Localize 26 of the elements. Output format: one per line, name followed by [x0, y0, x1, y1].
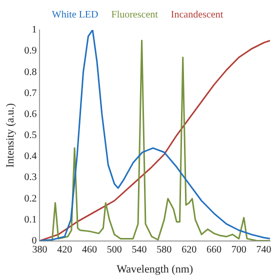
x-tick-label: 420 — [57, 244, 72, 256]
y-tick-label: 1 — [32, 24, 37, 36]
x-tick-label: 740 — [256, 244, 272, 256]
y-tick-label: 0.1 — [24, 214, 37, 226]
y-tick-label: 0.3 — [24, 172, 37, 184]
y-tick-label: 0.9 — [24, 46, 37, 57]
text: Incandescent — [170, 10, 224, 21]
x-tick-label: 620 — [182, 244, 197, 256]
x-tick-label: 580 — [156, 244, 172, 256]
x-tick-label: 380 — [32, 244, 48, 256]
y-tick-label: 0 — [32, 235, 37, 246]
y-tick-label: 0.4 — [24, 151, 37, 162]
y-tick-label: 0.6 — [24, 108, 37, 120]
x-tick-label: 700 — [231, 244, 246, 256]
text: Fluorescent — [111, 10, 158, 21]
x-axis-title: Wavelength (nm) — [116, 263, 194, 276]
x-tick-label: 500 — [106, 244, 122, 256]
series-label: White LED — [52, 10, 98, 21]
y-tick-label: 0.8 — [24, 66, 37, 78]
y-tick-label: 0.5 — [24, 130, 37, 142]
y-tick-label: 0.7 — [24, 88, 37, 99]
y-tick-label: 0.2 — [24, 193, 37, 204]
y-axis-title: Intensity (a.u.) — [4, 102, 16, 168]
x-tick-label: 460 — [82, 244, 97, 256]
x-tick-label: 660 — [206, 244, 222, 256]
x-tick-label: 540 — [132, 244, 147, 256]
